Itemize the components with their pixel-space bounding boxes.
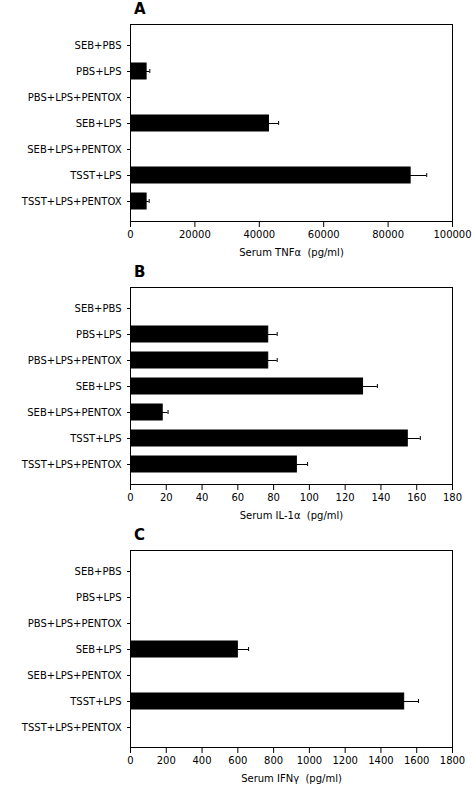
svg-text:40000: 40000 (243, 229, 275, 240)
svg-text:PBS+LPS: PBS+LPS (76, 329, 121, 340)
svg-text:20: 20 (160, 492, 173, 503)
svg-text:SEB+LPS+PENTOX: SEB+LPS+PENTOX (27, 670, 121, 681)
svg-text:SEB+LPS+PENTOX: SEB+LPS+PENTOX (27, 407, 121, 418)
svg-text:0: 0 (127, 755, 133, 766)
svg-text:1400: 1400 (368, 755, 393, 766)
svg-text:180: 180 (443, 492, 462, 503)
svg-text:400: 400 (193, 755, 212, 766)
svg-text:Serum TNFα (pg/ml): Serum TNFα (pg/ml) (239, 247, 344, 258)
svg-text:200: 200 (157, 755, 176, 766)
svg-text:SEB+PBS: SEB+PBS (75, 566, 122, 577)
svg-text:40: 40 (196, 492, 209, 503)
svg-text:SEB+LPS+PENTOX: SEB+LPS+PENTOX (27, 144, 121, 155)
svg-text:SEB+LPS: SEB+LPS (76, 644, 122, 655)
svg-text:PBS+LPS+PENTOX: PBS+LPS+PENTOX (28, 618, 122, 629)
svg-text:SEB+PBS: SEB+PBS (75, 303, 122, 314)
svg-text:1000: 1000 (297, 755, 322, 766)
svg-text:TSST+LPS+PENTOX: TSST+LPS+PENTOX (21, 722, 122, 733)
svg-text:0: 0 (127, 492, 133, 503)
svg-text:Serum IL-1α (pg/ml): Serum IL-1α (pg/ml) (240, 510, 344, 521)
svg-text:20000: 20000 (179, 229, 211, 240)
svg-text:60: 60 (231, 492, 244, 503)
svg-text:PBS+LPS: PBS+LPS (76, 592, 121, 603)
html-text:C: C (134, 526, 145, 544)
svg-text:PBS+LPS+PENTOX: PBS+LPS+PENTOX (28, 92, 122, 103)
html-text:B: B (134, 263, 146, 281)
svg-text:120: 120 (336, 492, 355, 503)
html-text:A: A (134, 0, 146, 18)
svg-text:PBS+LPS: PBS+LPS (76, 66, 121, 77)
svg-text:SEB+LPS: SEB+LPS (76, 381, 122, 392)
svg-text:Serum IFNγ (pg/ml): Serum IFNγ (pg/ml) (241, 773, 342, 784)
svg-text:TSST+LPS: TSST+LPS (69, 696, 121, 707)
svg-text:1200: 1200 (332, 755, 357, 766)
svg-text:1600: 1600 (404, 755, 429, 766)
svg-text:TSST+LPS+PENTOX: TSST+LPS+PENTOX (21, 459, 122, 470)
svg-text:TSST+LPS: TSST+LPS (69, 433, 121, 444)
svg-text:600: 600 (228, 755, 247, 766)
svg-text:60000: 60000 (308, 229, 340, 240)
svg-text:100: 100 (300, 492, 319, 503)
svg-text:800: 800 (264, 755, 283, 766)
svg-text:PBS+LPS+PENTOX: PBS+LPS+PENTOX (28, 355, 122, 366)
svg-text:TSST+LPS: TSST+LPS (69, 170, 121, 181)
svg-text:80000: 80000 (372, 229, 404, 240)
svg-text:100000: 100000 (433, 229, 471, 240)
svg-text:SEB+PBS: SEB+PBS (75, 40, 122, 51)
svg-text:0: 0 (127, 229, 133, 240)
svg-text:1800: 1800 (440, 755, 465, 766)
svg-text:TSST+LPS+PENTOX: TSST+LPS+PENTOX (21, 196, 122, 207)
svg-text:80: 80 (267, 492, 280, 503)
svg-text:160: 160 (407, 492, 426, 503)
svg-text:140: 140 (371, 492, 390, 503)
svg-text:SEB+LPS: SEB+LPS (76, 118, 122, 129)
